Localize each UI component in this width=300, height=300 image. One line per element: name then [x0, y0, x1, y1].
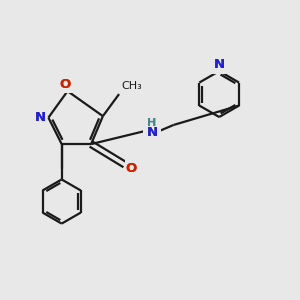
Text: N: N — [34, 111, 46, 124]
Text: N: N — [146, 126, 158, 139]
Text: O: O — [126, 162, 137, 175]
Text: CH₃: CH₃ — [122, 80, 142, 91]
Text: N: N — [146, 126, 158, 139]
Text: O: O — [60, 78, 71, 91]
Text: H: H — [147, 118, 157, 128]
Text: O: O — [60, 78, 71, 91]
Text: O: O — [126, 162, 137, 175]
Text: H: H — [147, 118, 157, 128]
Text: N: N — [34, 111, 46, 124]
Text: N: N — [214, 58, 225, 71]
Text: N: N — [214, 58, 225, 71]
